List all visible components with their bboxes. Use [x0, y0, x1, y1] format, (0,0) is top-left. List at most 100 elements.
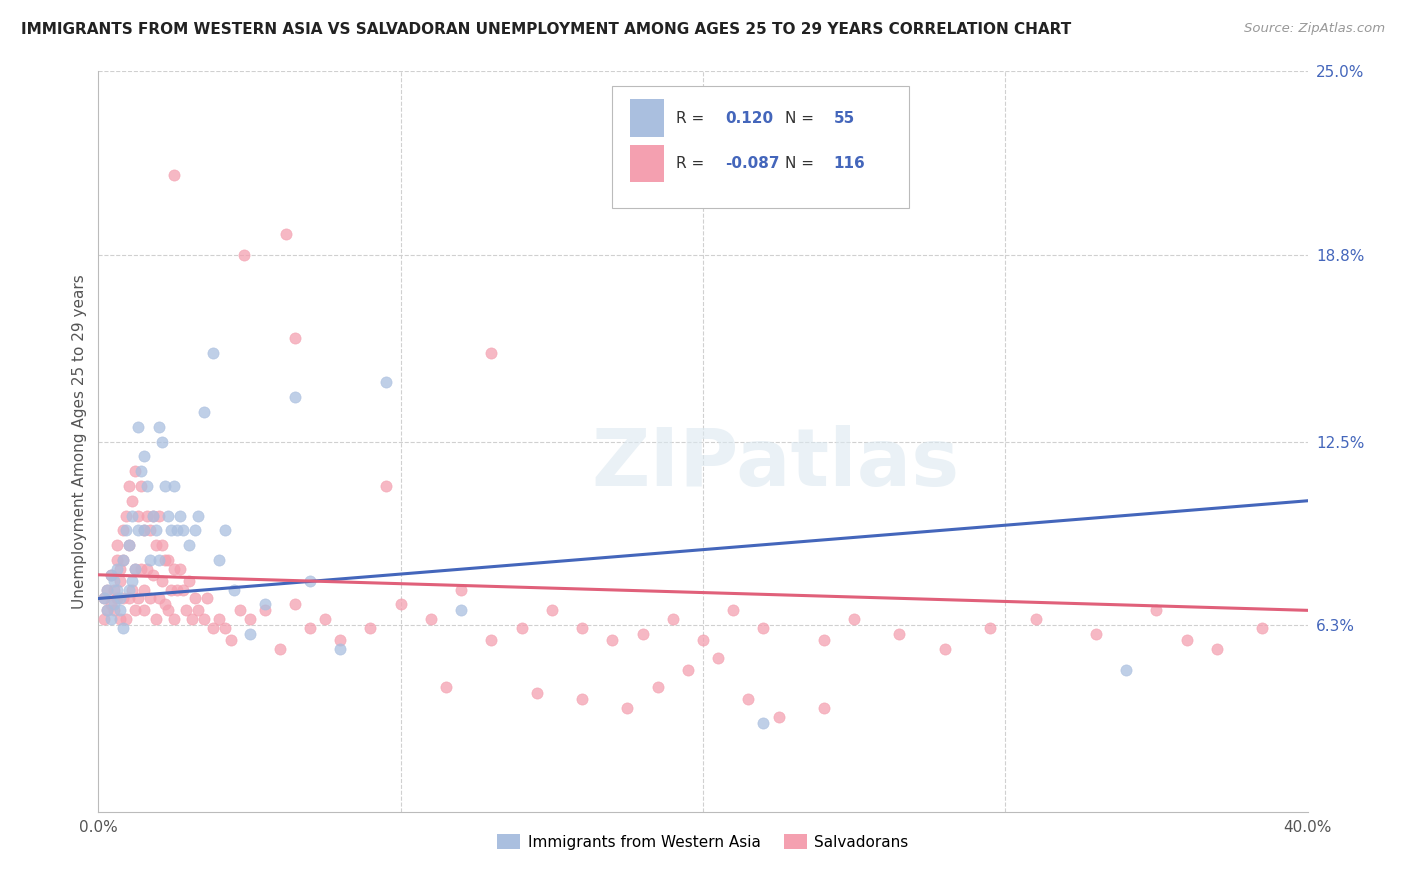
Point [481, 632, 503, 647]
Point [179, 574, 201, 588]
Point [202, 345, 225, 359]
Point [813, 632, 835, 647]
Point [844, 612, 866, 626]
Point [153, 479, 176, 493]
Point [253, 598, 276, 612]
Point [184, 591, 207, 606]
Point [163, 168, 186, 182]
Point [184, 524, 207, 538]
Point [139, 553, 162, 567]
Point [150, 434, 173, 449]
Point [214, 621, 236, 635]
Point [676, 663, 699, 677]
Point [100, 567, 122, 582]
Point [111, 524, 134, 538]
Point [1144, 603, 1167, 617]
Point [114, 524, 136, 538]
Point [299, 574, 322, 588]
Point [571, 621, 593, 635]
Point [239, 612, 262, 626]
Point [174, 603, 197, 617]
Point [179, 538, 201, 552]
Y-axis label: Unemployment Among Ages 25 to 29 years: Unemployment Among Ages 25 to 29 years [72, 274, 87, 609]
Point [96, 582, 118, 597]
Point [121, 508, 143, 523]
Point [105, 582, 128, 597]
Point [253, 603, 276, 617]
Point [135, 562, 157, 576]
Point [100, 598, 122, 612]
Point [148, 591, 170, 606]
Point [105, 562, 128, 576]
Point [108, 603, 131, 617]
Legend: Immigrants from Western Asia, Salvadorans: Immigrants from Western Asia, Salvadoran… [491, 828, 915, 856]
Point [737, 692, 759, 706]
Point [114, 508, 136, 523]
Point [111, 553, 134, 567]
Point [166, 582, 188, 597]
Point [450, 603, 472, 617]
Point [1024, 612, 1046, 626]
Point [229, 603, 252, 617]
Point [121, 574, 143, 588]
Point [434, 681, 457, 695]
Point [105, 538, 128, 552]
Point [571, 692, 593, 706]
Point [132, 582, 155, 597]
Point [526, 686, 548, 700]
Point [752, 621, 775, 635]
Point [450, 582, 472, 597]
Point [142, 508, 165, 523]
Point [329, 632, 352, 647]
Point [127, 591, 149, 606]
Point [96, 582, 118, 597]
Point [195, 591, 218, 606]
Point [156, 553, 179, 567]
Point [114, 612, 136, 626]
Text: Source: ZipAtlas.com: Source: ZipAtlas.com [1244, 22, 1385, 36]
Point [108, 574, 131, 588]
Point [118, 582, 141, 597]
Point [1206, 641, 1229, 656]
Point [208, 612, 231, 626]
Point [103, 603, 125, 617]
Point [118, 538, 141, 552]
Point [540, 603, 562, 617]
Point [124, 603, 146, 617]
Point [121, 582, 143, 597]
Point [132, 524, 155, 538]
Point [163, 562, 186, 576]
FancyBboxPatch shape [630, 100, 664, 136]
Point [124, 562, 146, 576]
Point [616, 701, 638, 715]
Point [269, 641, 291, 656]
Point [127, 508, 149, 523]
Point [103, 582, 125, 597]
Point [105, 553, 128, 567]
Point [224, 582, 246, 597]
Point [284, 331, 307, 345]
Point [314, 612, 336, 626]
Point [166, 524, 188, 538]
Point [193, 612, 215, 626]
Point [132, 524, 155, 538]
Point [510, 621, 533, 635]
Point [124, 562, 146, 576]
Point [214, 524, 236, 538]
Point [150, 538, 173, 552]
Point [284, 598, 307, 612]
Text: N =: N = [785, 156, 814, 171]
Point [723, 603, 745, 617]
Text: R =: R = [676, 156, 704, 171]
Point [420, 612, 443, 626]
Point [1115, 663, 1137, 677]
Point [163, 612, 186, 626]
Point [374, 479, 396, 493]
Point [139, 591, 162, 606]
Point [145, 612, 167, 626]
Point [153, 553, 176, 567]
FancyBboxPatch shape [630, 145, 664, 183]
Point [145, 538, 167, 552]
Point [108, 591, 131, 606]
Text: ZIPatlas: ZIPatlas [592, 425, 960, 503]
